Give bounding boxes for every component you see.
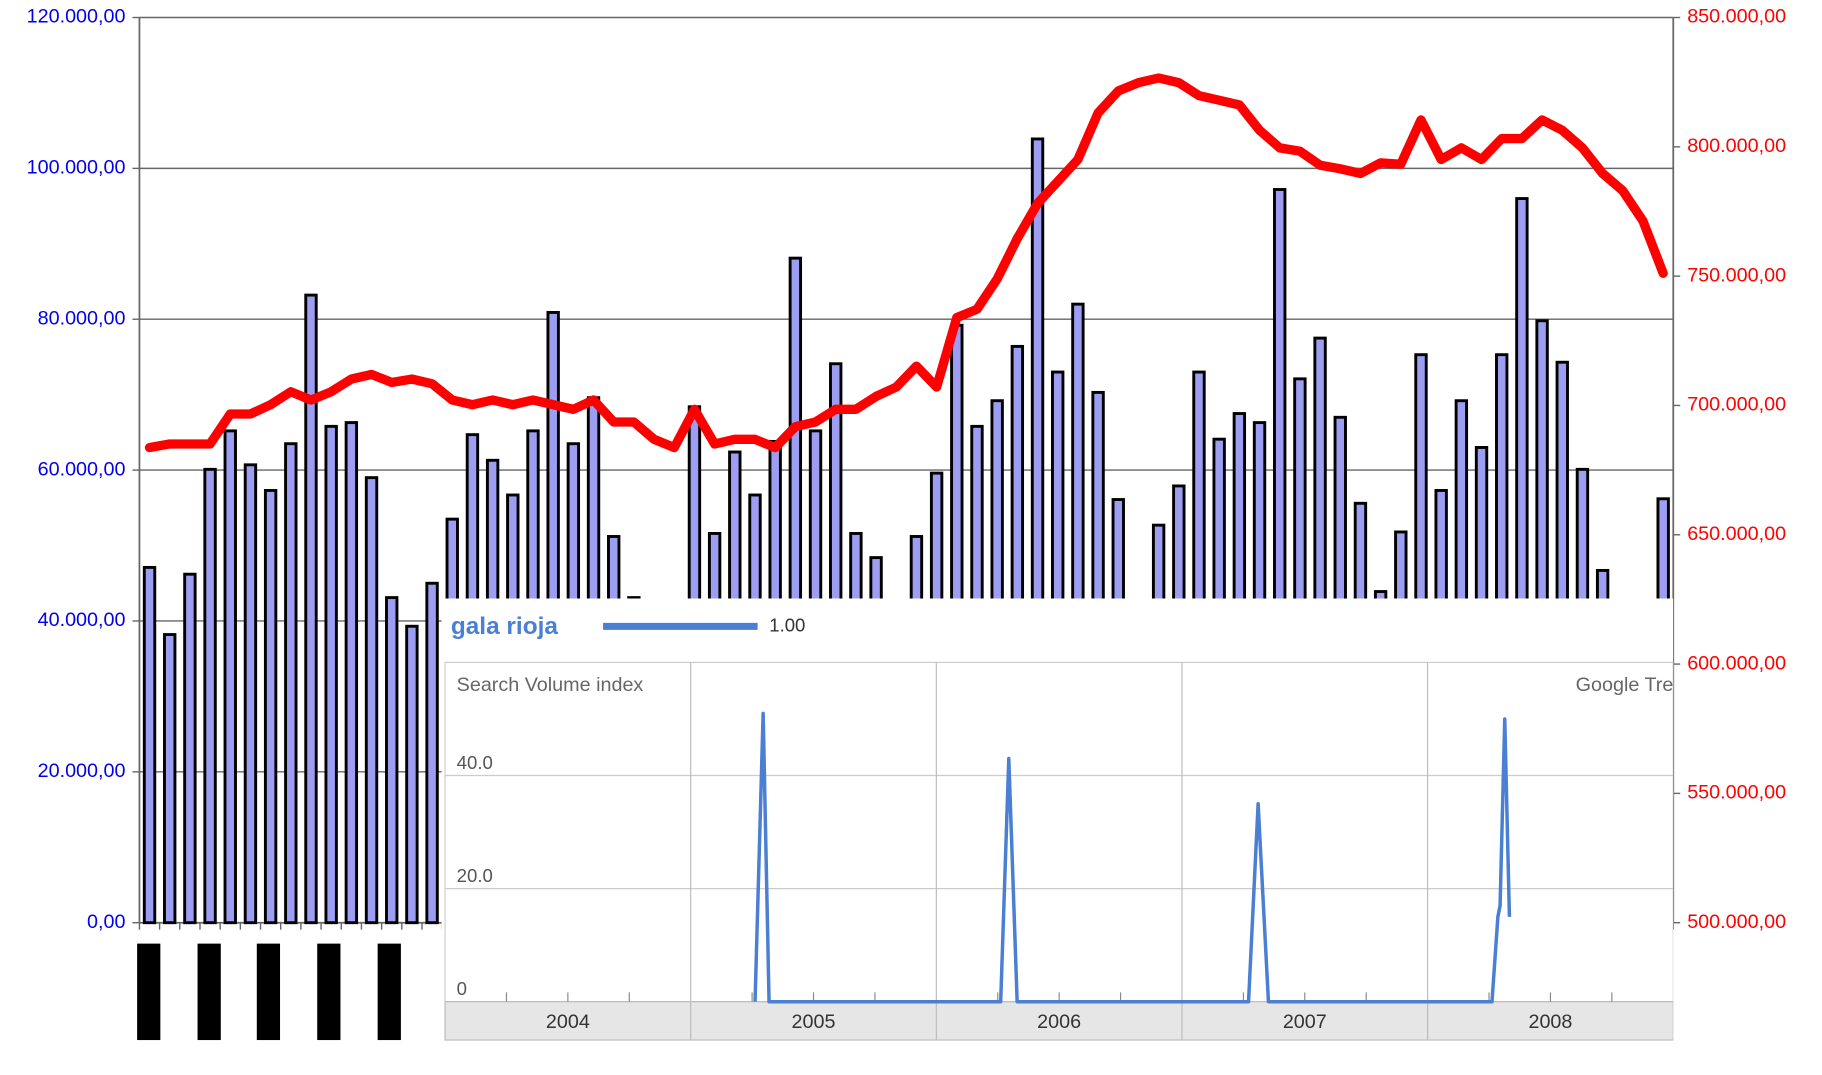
bar [263, 489, 278, 925]
y2-tick-label: 500.000,00 [1687, 911, 1786, 933]
y-tick-label: 40.000,00 [38, 609, 126, 631]
line-series [144, 73, 1668, 453]
y-tick-label: 0,00 [87, 911, 125, 933]
y-axis-label: Search Volume index [457, 674, 644, 696]
bar [405, 624, 419, 925]
bar [385, 596, 399, 925]
bar [324, 424, 338, 925]
y-tick-label: 80.000,00 [38, 307, 126, 329]
x-tick-label: 2006 [1037, 1011, 1081, 1033]
bar [163, 633, 177, 925]
redacted-label [197, 943, 221, 1041]
y-tick-label: 0 [457, 978, 467, 999]
y2-tick-label: 550.000,00 [1687, 782, 1786, 804]
y-tick-label: 100.000,00 [27, 157, 126, 179]
redacted-label [317, 943, 341, 1041]
x-tick-label: 2008 [1528, 1011, 1572, 1033]
redacted-label [377, 943, 401, 1041]
plot-frame [444, 661, 1674, 1003]
y2-tick-label: 700.000,00 [1687, 394, 1786, 416]
y2-tick-label: 800.000,00 [1687, 135, 1786, 157]
x-tick-label: 2007 [1283, 1011, 1327, 1033]
bar [344, 421, 359, 925]
line-series [753, 711, 1512, 1004]
bar [304, 293, 318, 925]
y2-tick-label: 850.000,00 [1687, 6, 1786, 28]
legend-value: 1.00 [769, 614, 805, 635]
y2-tick-label: 600.000,00 [1687, 652, 1786, 674]
bar [425, 581, 439, 925]
bar [223, 429, 237, 925]
source-label: Google Trends [1576, 674, 1706, 696]
y-tick-label: 40.0 [457, 752, 493, 773]
x-tick-label: 2005 [792, 1011, 836, 1033]
y-tick-label: 20.0 [457, 865, 493, 886]
bar [203, 467, 217, 925]
x-tick-label: 2004 [546, 1011, 590, 1033]
y-tick-label: 60.000,00 [38, 458, 126, 480]
bar [183, 572, 197, 925]
y2-tick-label: 650.000,00 [1687, 523, 1786, 545]
bar [284, 442, 298, 925]
redacted-label [256, 943, 281, 1041]
trends-inset: gala rioja 1.00 0 20.0 40.0 Search Volume ind… [441, 598, 1706, 1075]
y-tick-label: 20.000,00 [38, 760, 126, 782]
bar [364, 476, 379, 925]
y2-tick-label: 750.000,00 [1687, 264, 1786, 286]
legend-name: gala rioja [451, 613, 559, 640]
y-tick-label: 120.000,00 [27, 6, 126, 28]
bar [243, 463, 258, 925]
redacted-label [137, 943, 161, 1041]
bar [142, 565, 157, 925]
